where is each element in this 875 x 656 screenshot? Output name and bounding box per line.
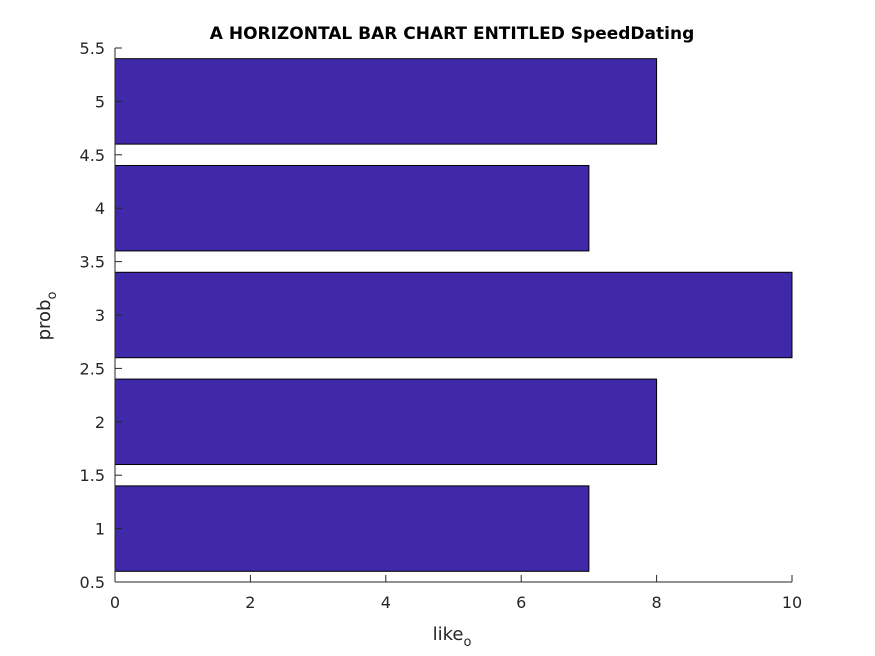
y-tick-label: 4 (95, 199, 105, 218)
bars-group (114, 58, 793, 572)
chart-title: A HORIZONTAL BAR CHART ENTITLED SpeedDat… (210, 24, 694, 44)
y-tick-label: 1 (95, 520, 105, 539)
y-tick-label: 2.5 (80, 359, 105, 378)
bar (114, 378, 658, 466)
y-tick-label: 0.5 (80, 573, 105, 592)
y-tick-label: 4.5 (80, 146, 105, 165)
y-tick-label: 3.5 (80, 253, 105, 272)
bar (114, 485, 590, 572)
x-ticks-group: 0 2 4 6 8 10 (110, 575, 802, 612)
y-tick-label: 5 (95, 92, 105, 111)
x-tick-label: 6 (516, 593, 526, 612)
y-axis-label-sub: o (45, 292, 60, 300)
y-tick-label: 1.5 (80, 466, 105, 485)
x-tick-label: 8 (652, 593, 662, 612)
x-tick-label: 10 (782, 593, 802, 612)
bar (114, 164, 590, 252)
y-axis-label-base: prob (34, 300, 55, 341)
bar (114, 58, 658, 145)
y-tick-label: 5.5 (80, 39, 105, 58)
y-axis-label: probo (34, 292, 60, 341)
y-tick-label: 2 (95, 413, 105, 432)
y-ticks-group: 0.5 1 1.5 2 2.5 3 3.5 4 4.5 5 5.5 (80, 39, 122, 592)
x-tick-label: 2 (245, 593, 255, 612)
y-tick-label: 3 (95, 306, 105, 325)
bar (114, 271, 793, 359)
x-axis-label-base: like (433, 624, 464, 645)
x-axis-label: likeo (433, 624, 472, 650)
x-tick-label: 0 (110, 593, 120, 612)
x-axis-label-sub: o (463, 635, 471, 650)
x-tick-label: 4 (381, 593, 391, 612)
